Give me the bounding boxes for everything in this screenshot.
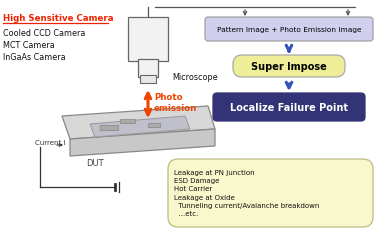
Bar (100, 125, 118, 131)
FancyBboxPatch shape (168, 159, 373, 227)
Text: MCT Camera: MCT Camera (3, 41, 55, 50)
Text: InGaAs Camera: InGaAs Camera (3, 53, 66, 62)
Bar (128, 18, 168, 62)
Text: Super Impose: Super Impose (251, 62, 327, 72)
Text: Leakage at PN junction
ESD Damage
Hot Carrier
Leakage at Oxide
  Tunneling curre: Leakage at PN junction ESD Damage Hot Ca… (174, 169, 319, 216)
Text: Localize Failure Point: Localize Failure Point (230, 103, 348, 112)
Bar (148, 123, 160, 128)
Polygon shape (70, 129, 215, 156)
Text: Current I: Current I (35, 139, 66, 145)
Polygon shape (90, 116, 190, 137)
FancyBboxPatch shape (205, 18, 373, 42)
Text: High Sensitive Camera: High Sensitive Camera (3, 14, 114, 23)
Polygon shape (62, 106, 215, 139)
Text: Pattern Image + Photo Emission Image: Pattern Image + Photo Emission Image (217, 27, 361, 33)
Bar (138, 60, 158, 78)
FancyBboxPatch shape (233, 56, 345, 78)
Text: Cooled CCD Camera: Cooled CCD Camera (3, 29, 85, 38)
Text: Photo
emission: Photo emission (154, 93, 197, 112)
Polygon shape (173, 162, 203, 174)
Bar (120, 119, 135, 123)
Text: DUT: DUT (86, 158, 104, 167)
Text: Microscope: Microscope (172, 73, 218, 82)
Bar (140, 76, 156, 84)
FancyBboxPatch shape (213, 94, 365, 122)
